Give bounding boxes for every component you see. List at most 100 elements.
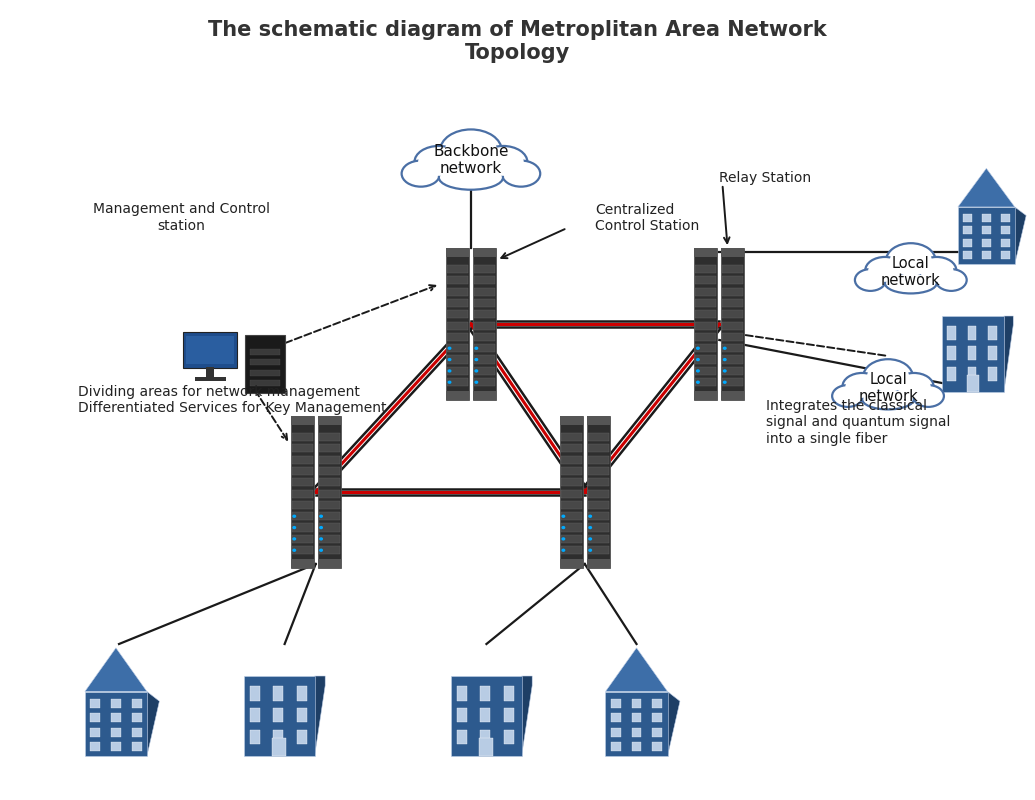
Bar xyxy=(111,699,121,708)
Ellipse shape xyxy=(505,162,537,185)
Bar xyxy=(1001,226,1010,234)
Bar xyxy=(447,299,468,307)
Bar xyxy=(451,676,522,756)
Bar xyxy=(244,676,315,756)
Ellipse shape xyxy=(418,148,460,176)
Bar xyxy=(90,699,100,708)
Bar xyxy=(447,276,468,284)
Bar xyxy=(292,501,313,509)
Bar xyxy=(273,730,284,744)
Text: Relay Station: Relay Station xyxy=(719,170,811,185)
Bar xyxy=(447,378,468,386)
Ellipse shape xyxy=(885,273,937,294)
Circle shape xyxy=(589,515,591,518)
Bar xyxy=(605,691,668,756)
Circle shape xyxy=(293,550,296,551)
Bar xyxy=(722,276,743,284)
Bar xyxy=(963,251,972,259)
Bar xyxy=(560,559,583,568)
Circle shape xyxy=(562,538,565,540)
Circle shape xyxy=(562,550,565,551)
Bar xyxy=(292,433,313,441)
Text: Dividing areas for network management
Differentiated Services for Key Management: Dividing areas for network management Di… xyxy=(78,385,386,415)
Bar xyxy=(480,708,491,722)
Bar xyxy=(982,226,990,234)
Bar xyxy=(90,728,100,737)
Bar xyxy=(587,416,610,568)
Bar xyxy=(319,478,339,486)
Bar xyxy=(319,535,339,543)
Bar xyxy=(250,380,279,386)
Bar xyxy=(1001,214,1010,222)
Bar xyxy=(319,501,339,509)
Bar xyxy=(722,333,743,341)
Bar xyxy=(90,714,100,722)
Bar xyxy=(722,310,743,318)
Bar xyxy=(319,467,339,475)
Bar xyxy=(696,310,716,318)
Circle shape xyxy=(589,526,591,529)
Bar xyxy=(446,391,469,400)
Bar xyxy=(474,344,495,352)
Bar xyxy=(652,699,662,708)
Circle shape xyxy=(293,526,296,529)
Bar xyxy=(474,276,495,284)
Bar xyxy=(480,686,491,701)
Bar xyxy=(292,444,313,452)
Bar xyxy=(245,335,285,393)
Bar xyxy=(588,523,609,532)
Bar xyxy=(588,490,609,498)
Bar xyxy=(447,344,468,352)
Bar xyxy=(561,433,582,441)
Bar xyxy=(696,322,716,330)
Bar xyxy=(297,686,306,701)
Bar xyxy=(292,467,313,475)
Bar xyxy=(947,346,955,360)
Circle shape xyxy=(448,370,451,372)
Bar xyxy=(963,226,972,234)
Bar xyxy=(958,207,1014,264)
Circle shape xyxy=(697,347,700,350)
Bar xyxy=(560,416,583,568)
Bar xyxy=(967,375,979,392)
Bar xyxy=(273,708,284,722)
Bar xyxy=(447,333,468,341)
Circle shape xyxy=(475,347,477,350)
Bar xyxy=(631,699,642,708)
Circle shape xyxy=(320,538,322,540)
Ellipse shape xyxy=(897,375,930,398)
Bar xyxy=(474,355,495,364)
Bar xyxy=(292,512,313,520)
Bar xyxy=(721,391,744,400)
Bar xyxy=(250,349,279,354)
Bar xyxy=(319,490,339,498)
Bar xyxy=(721,248,744,400)
Bar xyxy=(446,248,469,400)
Bar xyxy=(696,367,716,375)
Ellipse shape xyxy=(440,130,502,172)
Bar xyxy=(292,478,313,486)
Bar xyxy=(131,742,142,751)
Circle shape xyxy=(293,515,296,518)
Text: Centralized
Control Station: Centralized Control Station xyxy=(595,202,700,233)
Circle shape xyxy=(448,358,451,361)
Bar xyxy=(447,310,468,318)
Ellipse shape xyxy=(886,243,936,278)
Circle shape xyxy=(320,550,322,551)
Ellipse shape xyxy=(862,389,914,410)
Ellipse shape xyxy=(405,162,437,185)
Bar xyxy=(474,322,495,330)
Bar xyxy=(696,333,716,341)
Bar xyxy=(722,344,743,352)
Bar xyxy=(694,391,717,400)
Bar xyxy=(588,512,609,520)
Polygon shape xyxy=(147,691,159,756)
Bar xyxy=(447,355,468,364)
Ellipse shape xyxy=(867,362,909,392)
Circle shape xyxy=(589,538,591,540)
Bar xyxy=(696,355,716,364)
Bar xyxy=(291,416,314,568)
Text: Integrates the classical
signal and quantum signal
into a single fiber: Integrates the classical signal and quan… xyxy=(766,399,950,446)
Circle shape xyxy=(562,515,565,518)
Bar xyxy=(183,332,237,368)
